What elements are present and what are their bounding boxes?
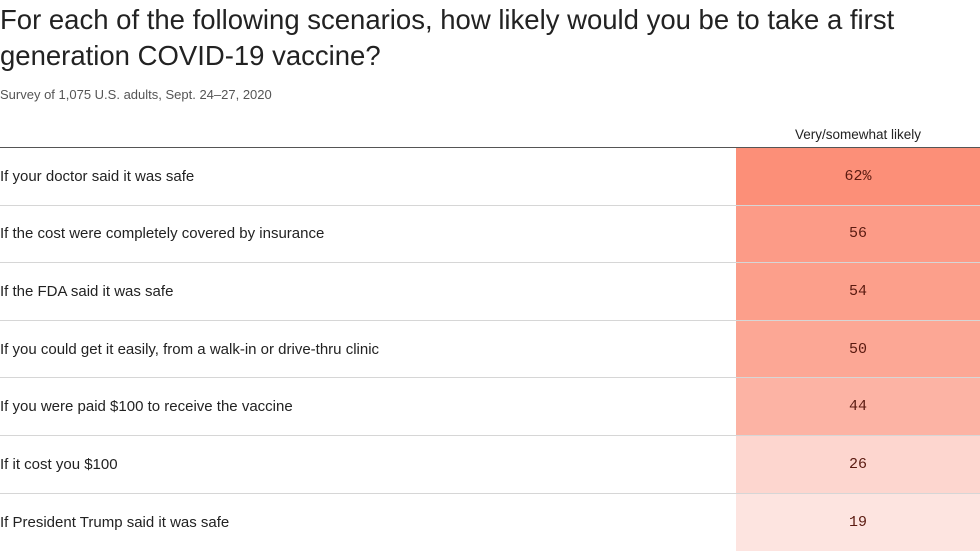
value-cell: 54: [736, 263, 980, 320]
table-row: If the cost were completely covered by i…: [0, 205, 980, 264]
table-row: If it cost you $100 26: [0, 435, 980, 494]
data-table: If your doctor said it was safe 62% If the…: [0, 148, 980, 551]
row-label: If the cost were completely covered by i…: [0, 225, 325, 243]
value-cell: 19: [736, 493, 980, 551]
row-label: If President Trump said it was safe: [0, 513, 230, 531]
table-row: If the FDA said it was safe 54: [0, 263, 980, 321]
value-cell: 62%: [736, 148, 980, 205]
value-cell: 26: [736, 435, 980, 493]
value-cell: 56: [736, 205, 980, 263]
row-label: If the FDA said it was safe: [0, 282, 174, 300]
table-row: If you could get it easily, from a walk-…: [0, 320, 980, 379]
table-row: If you were paid $100 to receive the vac…: [0, 378, 980, 436]
value-cell: 44: [736, 378, 980, 435]
row-label: If your doctor said it was safe: [0, 167, 195, 185]
row-label: If it cost you $100: [0, 455, 118, 473]
chart-subtitle: Survey of 1,075 U.S. adults, Sept. 24–27…: [0, 87, 272, 102]
table-row: If your doctor said it was safe 62%: [0, 148, 980, 206]
header-rule: [0, 147, 980, 148]
table-row: If President Trump said it was safe 19: [0, 493, 980, 551]
value-cell: 50: [736, 320, 980, 378]
row-label: If you were paid $100 to receive the vac…: [0, 398, 293, 416]
chart-title: For each of the following scenarios, how…: [0, 4, 895, 71]
column-header: Very/somewhat likely: [794, 127, 922, 142]
row-label: If you could get it easily, from a walk-…: [0, 340, 380, 358]
